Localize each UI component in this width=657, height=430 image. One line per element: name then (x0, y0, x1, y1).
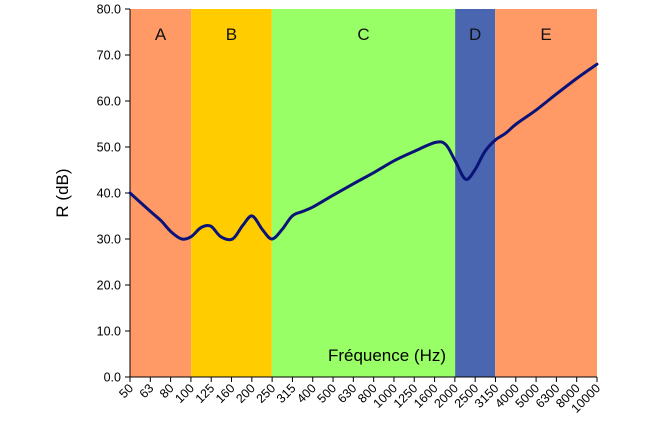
x-tick-label: 250 (254, 381, 279, 406)
zone-labels: A B C D E (155, 25, 552, 44)
zone-band-d (455, 9, 496, 377)
y-tick-label: 40.0 (97, 187, 121, 201)
frequency-zones (130, 9, 597, 377)
y-tick-label: 70.0 (97, 49, 121, 63)
x-tick-label: 500 (315, 381, 340, 406)
y-tick-label: 30.0 (97, 233, 121, 247)
zone-label-d: D (469, 25, 481, 44)
zone-band-c (271, 9, 456, 377)
zone-label-a: A (155, 25, 167, 44)
x-tick-label: 200 (233, 381, 258, 406)
y-tick-label: 20.0 (97, 279, 121, 293)
x-tick-label: 63 (137, 381, 157, 401)
y-tick-label: 60.0 (97, 95, 121, 109)
x-tick-label: 125 (193, 381, 218, 406)
y-tick-label: 0.0 (104, 371, 121, 385)
y-tick-label: 80.0 (97, 3, 121, 17)
x-axis-title: Fréquence (Hz) (328, 346, 446, 365)
y-tick-label: 10.0 (97, 325, 121, 339)
y-tick-label: 50.0 (97, 141, 121, 155)
x-tick-label: 630 (335, 381, 360, 406)
x-tick-label: 400 (294, 381, 319, 406)
series-lines (128, 62, 599, 242)
zone-band-b (191, 9, 272, 377)
x-tick-label: 100 (172, 381, 197, 406)
series-line-0 (128, 62, 599, 242)
zone-band-e (495, 9, 597, 377)
y-axis-title: R (dB) (53, 168, 72, 217)
zone-label-b: B (226, 25, 237, 44)
zone-band-a (130, 9, 192, 377)
zone-label-c: C (357, 25, 369, 44)
x-tick-label: 160 (213, 381, 238, 406)
zone-label-e: E (540, 25, 551, 44)
x-tick-label: 315 (274, 381, 299, 406)
